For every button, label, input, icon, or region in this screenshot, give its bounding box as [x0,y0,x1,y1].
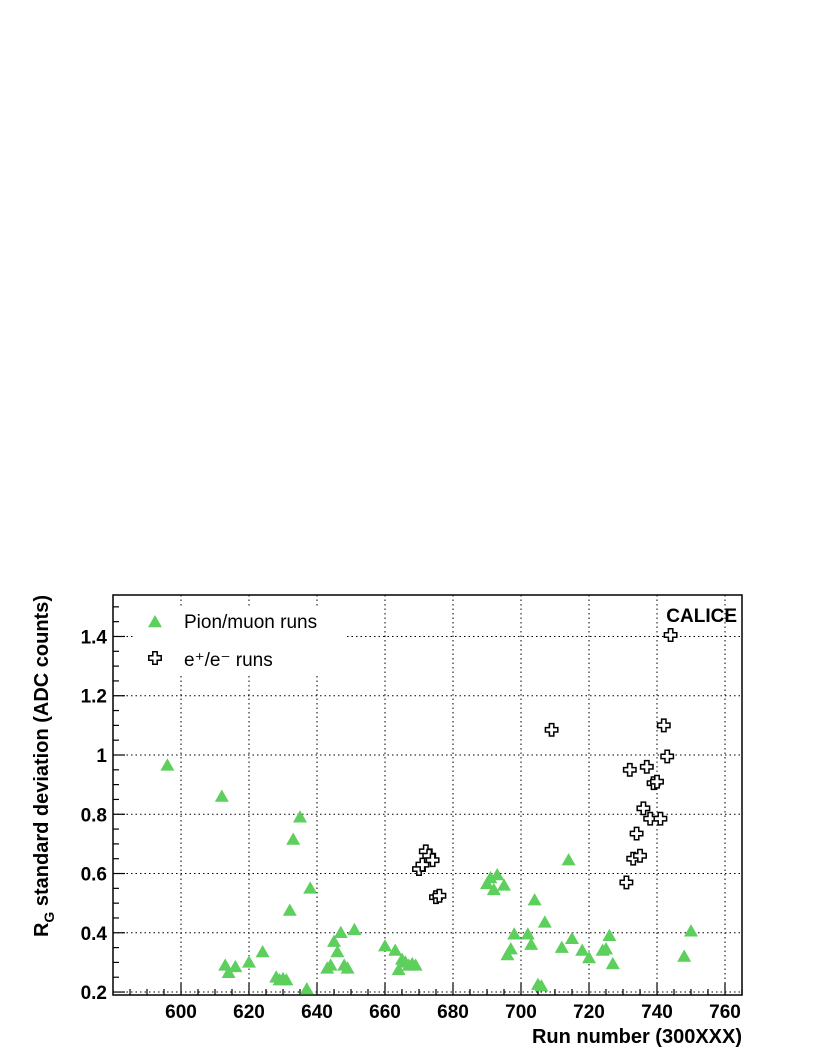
x-tick-label-760: 760 [709,1002,741,1023]
data-point-s1-1 [415,857,430,872]
data-point-s0-50 [582,950,596,964]
data-points [160,628,698,995]
plot-frame [112,594,743,996]
data-point-s0-46 [554,940,569,953]
y-tick-label-0.4: 0.4 [81,924,108,945]
data-point-s1-21 [663,628,678,642]
data-point-s0-20 [333,925,348,939]
data-point-s0-13 [293,810,307,823]
data-point-s0-38 [503,942,518,955]
data-point-s1-6 [432,888,447,903]
data-point-s1-8 [619,875,634,890]
data-point-s0-47 [561,853,576,866]
y-tick-label-1: 1 [96,746,107,767]
data-point-s1-11 [629,826,644,841]
data-point-s0-45 [537,915,552,928]
x-tick-label-600: 600 [165,1002,197,1023]
data-point-s0-56 [684,924,698,937]
y-tick-label-0.6: 0.6 [81,865,107,886]
axes: 600 620 640 660 680 700 720 740 760 0.2 0.4 0.6 0.8 1… [81,606,743,1023]
x-tick-label-740: 740 [641,1002,673,1023]
y-tick-label-0.2: 0.2 [81,983,107,1004]
legend-marker-pion-muon [148,615,162,628]
legend-triangle-marker [148,615,162,628]
data-point-s1-18 [653,811,668,826]
legend-cross-marker [148,651,162,665]
data-point-s0-10 [279,973,294,986]
data-point-s1-7 [544,722,559,737]
y-axis-title-subscript: G [41,912,57,923]
data-point-s0-41 [524,937,539,950]
x-axis-title: Run number (300XXX) [532,1026,742,1048]
x-tick-label-660: 660 [369,1002,401,1023]
data-point-s0-5 [242,955,256,968]
data-point-s0-36 [497,878,511,891]
legend-label-electron: e⁺/e⁻ runs [184,650,273,671]
legend-label-pion-muon: Pion/muon runs [184,612,317,633]
data-point-s0-40 [520,927,535,940]
data-point-s1-20 [660,749,675,764]
data-point-s0-0 [160,758,175,771]
data-point-s0-17 [323,958,338,971]
data-point-s0-22 [340,961,355,974]
data-point-s0-49 [575,943,590,956]
data-point-s1-12 [633,848,647,863]
y-axis-title-main: R [31,922,53,937]
data-point-s0-42 [527,893,542,906]
y-axis-title-rest: standard deviation (ADC counts) [31,595,53,912]
data-point-s0-24 [378,939,392,952]
y-tick-label-1.2: 1.2 [81,687,107,708]
x-tick-label-680: 680 [437,1002,469,1023]
y-tick-label-1.4: 1.4 [81,627,108,648]
data-point-s0-19 [330,945,345,958]
data-point-s0-55 [677,949,692,962]
data-point-s0-48 [565,931,579,944]
data-point-s1-13 [636,801,651,816]
data-point-s1-14 [639,759,654,774]
data-point-s1-9 [622,762,637,777]
calice-label: CALICE [666,606,737,627]
data-point-s0-12 [286,832,301,845]
data-point-s0-11 [282,903,297,916]
data-point-s0-44 [534,979,549,992]
legend-marker-electron [148,651,162,665]
data-point-s0-23 [347,922,362,936]
data-point-s0-26 [391,962,406,976]
data-point-s1-19 [656,718,671,733]
data-point-s0-31 [408,958,423,971]
data-point-s0-52 [599,942,613,955]
data-point-s0-53 [602,928,617,941]
x-tick-label-720: 720 [573,1002,605,1023]
data-point-s0-25 [388,943,403,956]
data-point-s0-4 [228,959,243,973]
data-point-s0-34 [486,882,501,896]
data-point-s0-54 [605,956,620,970]
data-point-s1-15 [643,811,658,826]
data-point-s1-17 [650,774,664,789]
y-axis-title: RG standard deviation (ADC counts) [31,595,57,937]
data-point-s0-14 [299,982,314,995]
x-tick-label-700: 700 [505,1002,537,1023]
data-point-s0-6 [255,945,270,958]
data-point-s0-1 [214,789,229,802]
legend: Pion/muon runs e⁺/e⁻ runs [135,606,345,676]
y-tick-label-0.8: 0.8 [81,805,107,826]
data-point-s0-15 [303,881,318,894]
data-point-s0-35 [490,868,505,881]
data-point-s0-39 [507,927,522,940]
data-point-s0-18 [327,934,341,947]
x-tick-label-640: 640 [301,1002,333,1023]
data-point-s1-4 [425,853,440,868]
legend-background [135,606,345,676]
x-tick-label-620: 620 [233,1002,265,1023]
